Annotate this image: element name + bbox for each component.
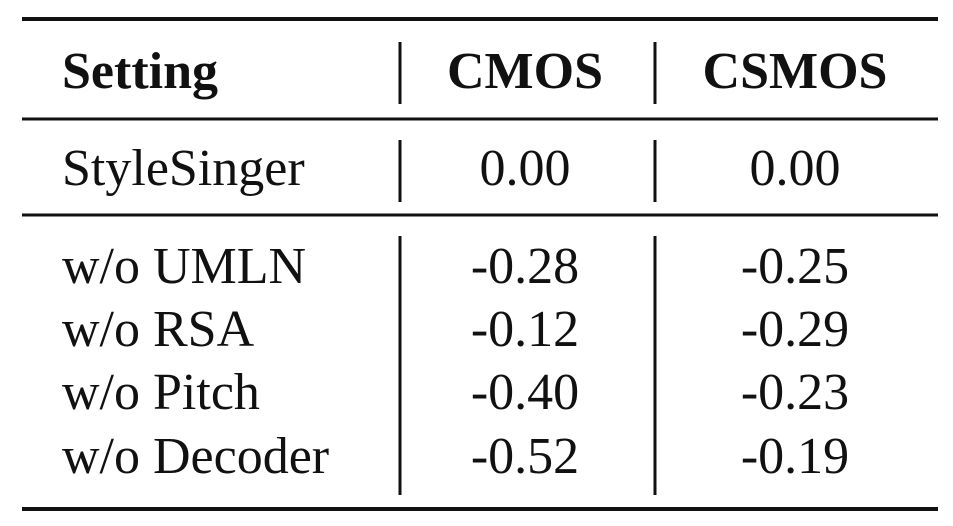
cell: -0.40 [471, 364, 579, 421]
cell: -0.12 [471, 301, 579, 358]
row-label: w/o Pitch [62, 364, 260, 421]
header-cell: Setting [62, 43, 218, 100]
cell: 0.00 [750, 140, 841, 197]
cell: 0.00 [480, 140, 571, 197]
cell: -0.29 [741, 301, 849, 358]
header-cell: CSMOS [703, 43, 888, 100]
cell: -0.25 [741, 238, 849, 295]
row-label: StyleSinger [62, 140, 305, 197]
row-label: w/o Decoder [62, 428, 329, 485]
row-label: w/o UMLN [62, 238, 306, 295]
cell: -0.28 [471, 238, 579, 295]
cell: -0.19 [741, 428, 849, 485]
cell: -0.23 [741, 364, 849, 421]
row-label: w/o RSA [62, 301, 255, 358]
cell: -0.52 [471, 428, 579, 485]
header-cell: CMOS [447, 43, 603, 100]
